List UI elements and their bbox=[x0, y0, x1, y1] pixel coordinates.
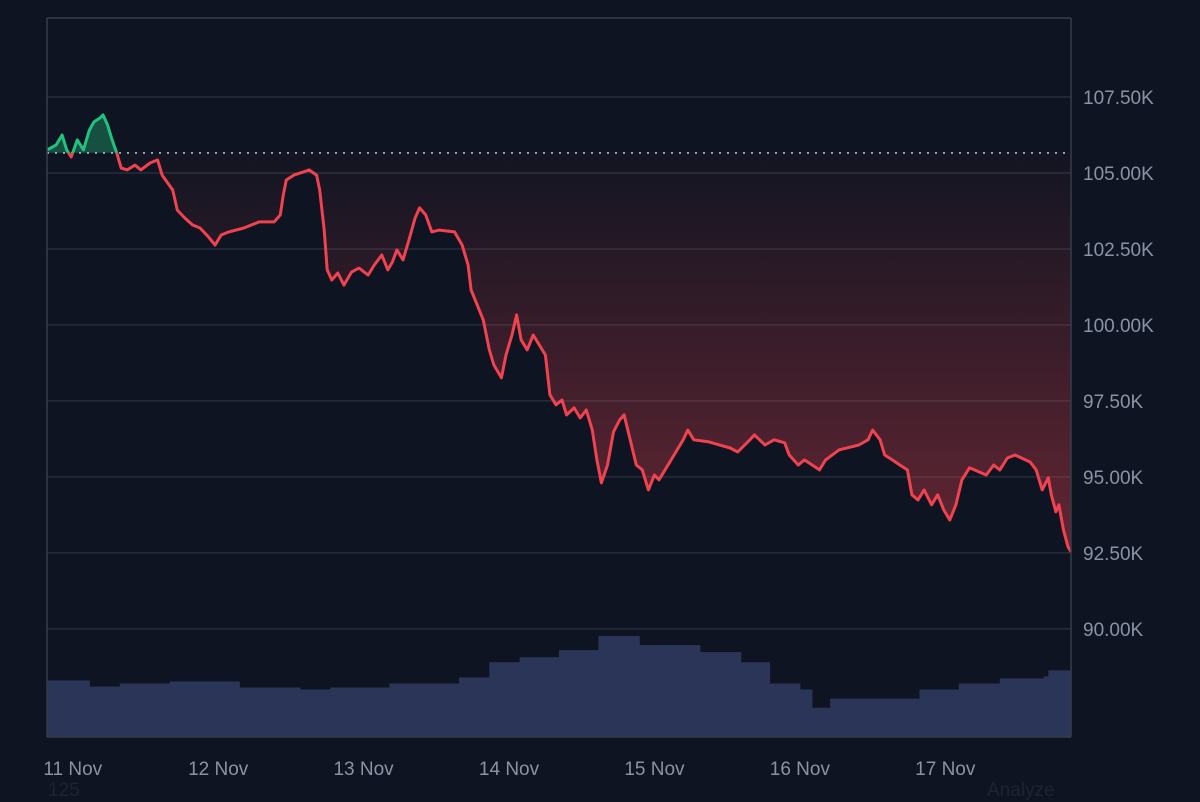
x-tick-label: 11 Nov bbox=[43, 759, 102, 780]
below-baseline-fill bbox=[68, 152, 1071, 552]
volume-bar bbox=[299, 689, 331, 737]
y-tick-label: 97.50K bbox=[1083, 392, 1144, 413]
volume-bar bbox=[169, 681, 240, 737]
volume-bar bbox=[799, 689, 813, 737]
volume-bar bbox=[559, 650, 599, 737]
y-tick-label: 90.00K bbox=[1083, 620, 1144, 641]
y-tick-label: 95.00K bbox=[1083, 468, 1144, 489]
volume-bar bbox=[519, 657, 560, 737]
price-line-below-baseline bbox=[66, 152, 1073, 553]
volume-bar bbox=[919, 689, 960, 737]
volume-bar bbox=[740, 662, 771, 737]
volume-bar bbox=[330, 687, 390, 737]
volume-bar bbox=[239, 687, 301, 737]
volume-bar bbox=[639, 645, 701, 737]
volume-bar bbox=[459, 677, 490, 737]
volume-bar bbox=[119, 683, 171, 737]
volume-bar bbox=[769, 683, 801, 737]
x-axis: 11 Nov 12 Nov 13 Nov 14 Nov 15 Nov 16 Nov 17 N… bbox=[43, 759, 976, 780]
x-tick-label: 17 Nov bbox=[915, 759, 976, 780]
x-tick-label: 14 Nov bbox=[479, 759, 540, 780]
volume-bar bbox=[830, 698, 881, 737]
volume-bar bbox=[389, 683, 460, 737]
volume-bar bbox=[999, 678, 1045, 737]
volume-bar bbox=[1048, 670, 1072, 737]
volume-bar bbox=[958, 683, 1001, 737]
plot-frame bbox=[46, 17, 1072, 738]
y-tick-label: 107.50K bbox=[1083, 88, 1154, 109]
y-tick-label: 102.50K bbox=[1083, 240, 1154, 261]
y-tick-label: 92.50K bbox=[1083, 544, 1144, 565]
y-axis: 90.00K 92.50K 95.00K 97.50K 100.00K 102.50K 10… bbox=[1083, 88, 1154, 641]
volume-bars bbox=[47, 636, 1072, 737]
volume-bar bbox=[811, 707, 831, 737]
footer-left-text: 125 bbox=[48, 780, 80, 801]
volume-bar bbox=[699, 652, 742, 737]
y-tick-label: 100.00K bbox=[1083, 316, 1154, 337]
volume-bar bbox=[598, 636, 640, 737]
x-tick-label: 16 Nov bbox=[770, 759, 831, 780]
volume-bar bbox=[880, 698, 921, 737]
x-tick-label: 13 Nov bbox=[333, 759, 394, 780]
volume-bar bbox=[47, 680, 90, 737]
volume-bar bbox=[489, 662, 521, 737]
volume-bar bbox=[1043, 676, 1049, 737]
x-tick-label: 15 Nov bbox=[624, 759, 685, 780]
volume-bar bbox=[89, 686, 121, 737]
analyze-button[interactable]: Analyze bbox=[987, 780, 1055, 801]
x-tick-label: 12 Nov bbox=[188, 759, 249, 780]
y-tick-label: 105.00K bbox=[1083, 164, 1154, 185]
